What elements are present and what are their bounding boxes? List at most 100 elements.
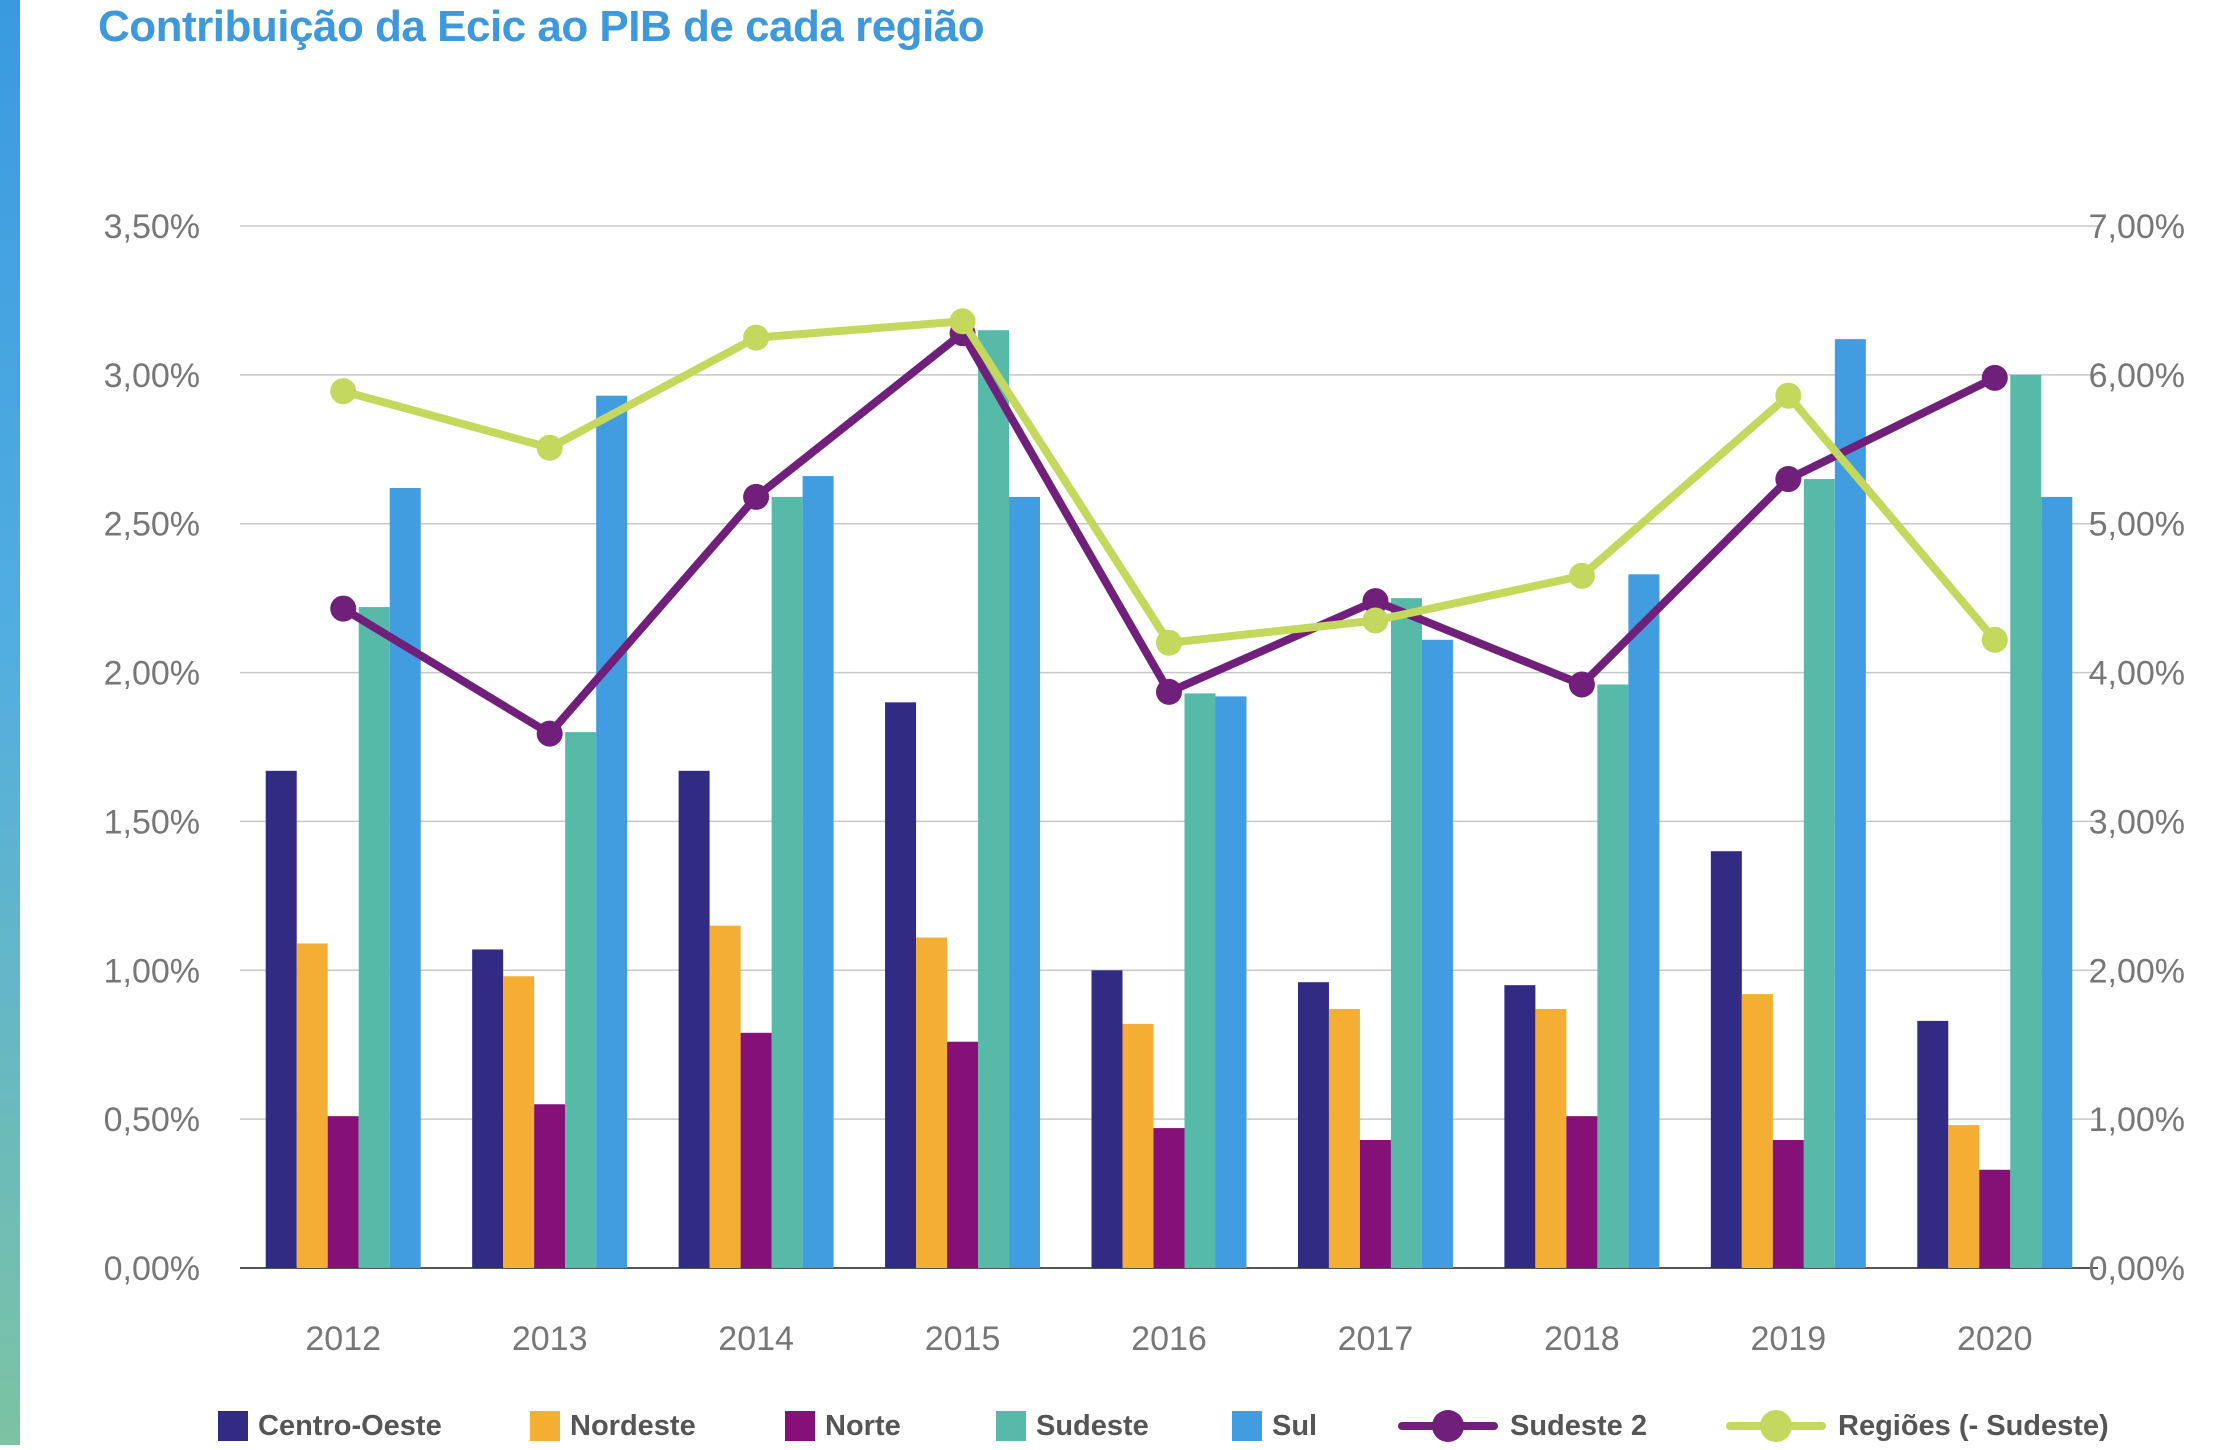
legend-label: Sudeste (1036, 1409, 1149, 1442)
bar-sul (389, 487, 421, 1268)
y-right-tick-label: 2,00% (2089, 952, 2185, 990)
bar-sul (596, 395, 628, 1268)
legend-label: Nordeste (570, 1409, 696, 1442)
bar-nordeste (1948, 1125, 1980, 1268)
point-sudeste-2 (743, 483, 770, 510)
y-left-tick-label: 0,50% (104, 1101, 200, 1139)
bar-nordeste (503, 976, 535, 1268)
y-right-tick-label: 3,00% (2089, 803, 2185, 841)
bar-sudeste (978, 330, 1010, 1268)
bar-centro-oeste (1917, 1020, 1949, 1268)
x-tick-label: 2019 (1751, 1320, 1827, 1358)
legend-label: Regiões (- Sudeste) (1838, 1409, 2109, 1442)
y-right-tick-label: 6,00% (2089, 357, 2185, 395)
bar-nordeste (1328, 1008, 1360, 1268)
bar-centro-oeste (1710, 851, 1742, 1268)
bar-norte (1153, 1128, 1185, 1268)
bar-sudeste (2010, 374, 2042, 1268)
point-sudeste-2 (1156, 678, 1182, 705)
point-regioes-sudeste (536, 434, 563, 461)
bar-sudeste (565, 732, 597, 1268)
bar-sul (1009, 496, 1041, 1268)
legend-line-swatch (1726, 1410, 1826, 1442)
bar-sul (1215, 696, 1247, 1268)
legend-swatch (1232, 1411, 1262, 1441)
point-sudeste-2 (330, 595, 357, 622)
y-left-tick-label: 2,50% (104, 506, 200, 544)
point-sudeste-2 (1775, 466, 1802, 493)
bar-nordeste (1741, 994, 1773, 1268)
accent-side-bar (0, 0, 20, 1445)
y-left-tick-label: 3,00% (104, 357, 200, 395)
x-tick-label: 2018 (1544, 1320, 1620, 1358)
bar-nordeste (709, 925, 741, 1268)
point-sudeste-2 (1981, 364, 2008, 391)
x-tick-label: 2012 (305, 1320, 381, 1358)
legend-item-norte: Norte (785, 1410, 901, 1442)
bar-centro-oeste (472, 949, 504, 1268)
point-regioes-sudeste (1568, 562, 1595, 589)
bar-sul (1628, 574, 1660, 1268)
y-left-tick-label: 3,50% (104, 208, 200, 246)
line-regioes-sudeste (339, 317, 1999, 647)
bar-norte (534, 1104, 566, 1268)
y-left-tick-label: 2,00% (104, 655, 200, 693)
line-sudeste-2 (339, 329, 1999, 738)
x-tick-label: 2016 (1131, 1320, 1207, 1358)
point-regioes-sudeste (1775, 382, 1802, 409)
y-left-tick-label: 1,50% (104, 803, 200, 841)
bar-sudeste (358, 607, 390, 1268)
bar-norte (947, 1041, 979, 1268)
bar-centro-oeste (1297, 982, 1329, 1268)
bar-nordeste (296, 943, 328, 1268)
bar-sudeste (1803, 479, 1835, 1268)
x-tick-label: 2020 (1957, 1320, 2033, 1358)
bar-sul (1834, 339, 1866, 1268)
bar-centro-oeste (1504, 985, 1536, 1268)
bar-norte (1566, 1116, 1598, 1268)
bar-norte (740, 1032, 772, 1268)
y-right-tick-label: 5,00% (2089, 506, 2185, 544)
legend-line-swatch (1398, 1410, 1498, 1442)
legend-item-sudeste: Sudeste (996, 1410, 1149, 1442)
x-tick-label: 2013 (512, 1320, 588, 1358)
bar-sudeste (771, 496, 803, 1268)
bar-norte (327, 1116, 359, 1268)
y-right-tick-label: 0,00% (2089, 1250, 2185, 1288)
legend-label: Centro-Oeste (258, 1409, 442, 1442)
bar-centro-oeste (885, 702, 917, 1268)
legend-swatch (996, 1411, 1026, 1441)
legend-item-nordeste: Nordeste (530, 1410, 696, 1442)
x-tick-label: 2014 (718, 1320, 794, 1358)
y-right-tick-label: 1,00% (2089, 1101, 2185, 1139)
legend-item-regioes-sudeste: Regiões (- Sudeste) (1726, 1410, 2109, 1442)
legend-label: Norte (825, 1409, 901, 1442)
point-regioes-sudeste (743, 324, 770, 351)
chart-legend: Centro-Oeste Nordeste Norte Sudeste Sul Sudes… (218, 1410, 2218, 1450)
bar-sul (1421, 639, 1453, 1268)
bar-sudeste (1390, 598, 1422, 1268)
bar-norte (1772, 1139, 1804, 1268)
point-regioes-sudeste (1156, 629, 1182, 656)
y-right-tick-label: 7,00% (2089, 208, 2185, 246)
point-regioes-sudeste (949, 308, 976, 335)
bar-nordeste (916, 937, 948, 1268)
legend-item-sul: Sul (1232, 1410, 1317, 1442)
bar-sudeste (1597, 684, 1629, 1268)
legend-label: Sudeste 2 (1510, 1409, 1647, 1442)
legend-swatch (785, 1411, 815, 1441)
bar-nordeste (1535, 1008, 1567, 1268)
bar-nordeste (1122, 1023, 1154, 1268)
point-sudeste-2 (1568, 671, 1595, 698)
bar-sul (2041, 496, 2073, 1268)
point-regioes-sudeste (1362, 607, 1389, 634)
point-regioes-sudeste (1981, 626, 2008, 653)
bar-sul (802, 476, 834, 1269)
legend-item-centro-oeste: Centro-Oeste (218, 1410, 442, 1442)
legend-swatch (530, 1411, 560, 1441)
y-left-tick-label: 1,00% (104, 952, 200, 990)
bar-norte (1979, 1169, 2011, 1268)
bar-sudeste (1184, 693, 1216, 1268)
y-right-tick-label: 4,00% (2089, 655, 2185, 693)
bar-centro-oeste (1091, 970, 1123, 1268)
